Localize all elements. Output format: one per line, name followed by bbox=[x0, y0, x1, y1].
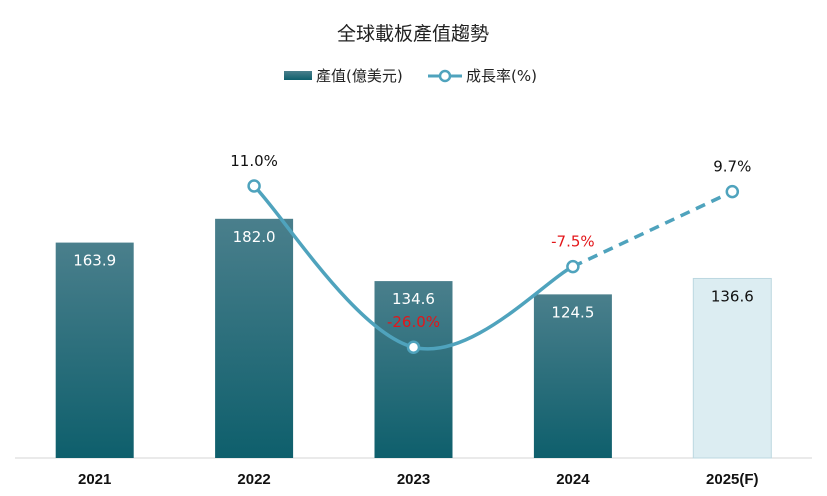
bar-label-2025(F): 136.6 bbox=[711, 287, 754, 305]
bar-2025(F) bbox=[692, 277, 772, 459]
bar-2022 bbox=[215, 218, 294, 458]
growth-labels: 11.0% -26.0% -7.5% 9.7% bbox=[230, 152, 751, 331]
growth-label-2022: 11.0% bbox=[230, 152, 278, 170]
growth-line-forecast bbox=[572, 190, 734, 269]
growth-label-2025(F): 9.7% bbox=[713, 158, 751, 176]
growth-line bbox=[247, 179, 740, 354]
category-label-2025(F): 2025(F) bbox=[706, 471, 759, 488]
category-label-2024: 2024 bbox=[556, 471, 590, 488]
legend-line-label: 成長率(%) bbox=[466, 67, 537, 85]
bar-label-2023: 134.6 bbox=[392, 290, 435, 308]
bar-labels: 163.9 182.0 134.6 124.5 136.6 bbox=[73, 228, 754, 322]
growth-label-2023: -26.0% bbox=[387, 313, 440, 331]
bar-2021 bbox=[55, 242, 134, 458]
legend-bar-label: 產值(億美元) bbox=[316, 67, 403, 85]
bar-label-2021: 163.9 bbox=[73, 252, 116, 270]
legend: 產值(億美元) 成長率(%) bbox=[284, 67, 537, 85]
growth-point-2022 bbox=[247, 179, 261, 193]
growth-point-2023 bbox=[406, 340, 421, 354]
legend-line-marker bbox=[438, 69, 452, 83]
growth-point-2024 bbox=[566, 259, 580, 274]
bar-label-2022: 182.0 bbox=[233, 228, 276, 246]
growth-label-2024: -7.5% bbox=[551, 233, 595, 251]
legend-bar-swatch bbox=[284, 71, 312, 80]
category-label-2021: 2021 bbox=[78, 471, 111, 488]
chart-title: 全球載板產值趨勢 bbox=[337, 23, 489, 45]
bar-label-2024: 124.5 bbox=[551, 303, 594, 321]
bar-2024 bbox=[533, 294, 612, 458]
bar-2023 bbox=[374, 281, 453, 458]
category-label-2023: 2023 bbox=[397, 471, 430, 488]
growth-point-2025(F) bbox=[725, 184, 740, 199]
category-labels: 2021 2022 2023 2024 2025(F) bbox=[78, 471, 759, 488]
category-label-2022: 2022 bbox=[237, 471, 270, 488]
bars bbox=[55, 218, 772, 459]
